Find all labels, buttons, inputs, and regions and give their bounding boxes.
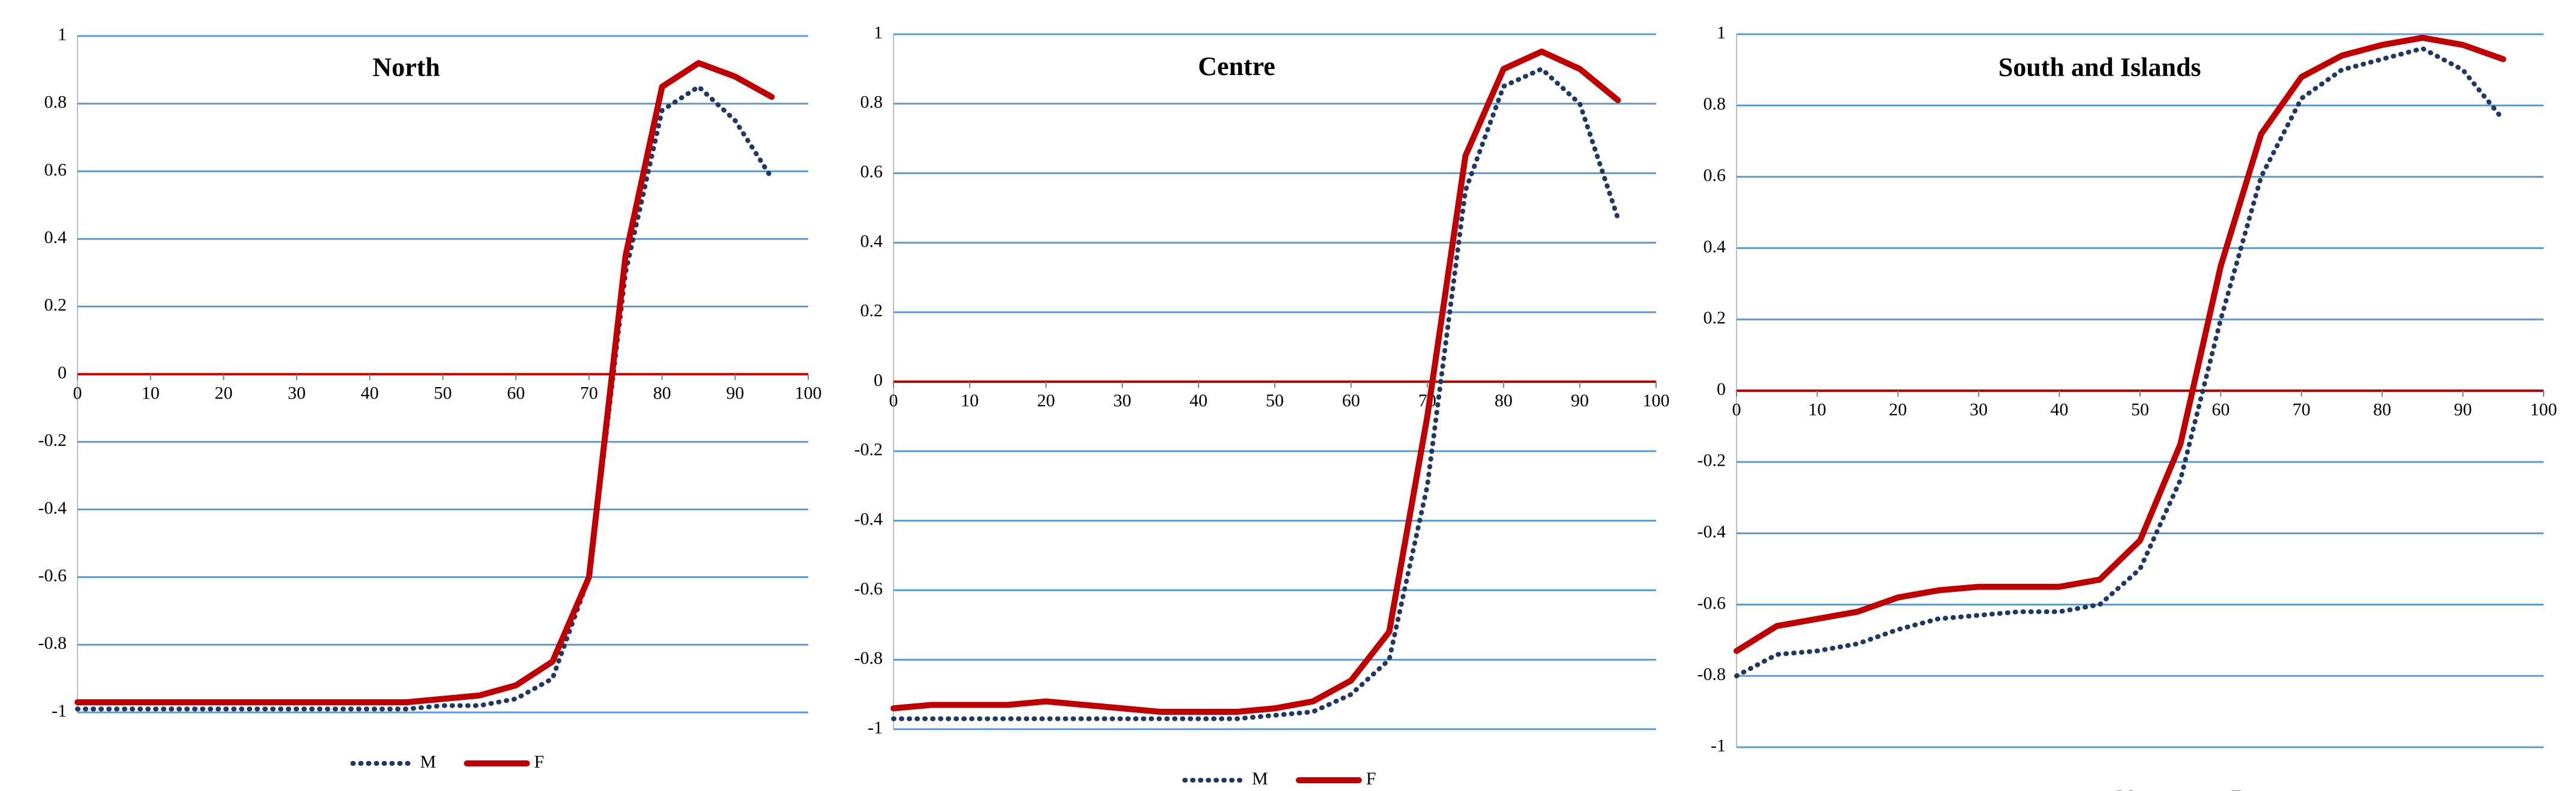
- y-tick-label: 1: [58, 25, 67, 44]
- legend-label: F: [1366, 769, 1376, 789]
- x-tick-label: 20: [1037, 391, 1055, 411]
- y-tick-label: 0.6: [44, 160, 67, 179]
- legend-label: M: [420, 752, 437, 772]
- y-tick-label: 0.4: [1704, 236, 1726, 256]
- y-tick-label: 1: [874, 23, 883, 43]
- y-tick-label: -1: [1711, 736, 1726, 756]
- chart-title: North: [372, 52, 440, 82]
- x-tick-label: 80: [653, 383, 671, 403]
- line-chart: -1-0.8-0.6-0.4-0.200.20.40.60.810 10 20 30 4…: [38, 25, 822, 772]
- y-tick-label: 0.4: [860, 231, 883, 251]
- y-tick-label: -0.4: [38, 498, 67, 518]
- x-tick-label: 40: [1190, 391, 1208, 411]
- x-tick-label: 0: [73, 383, 82, 403]
- y-tick-label: 0.4: [44, 227, 67, 247]
- y-tick-label: -1: [52, 701, 67, 721]
- legend-label: M: [1252, 769, 1268, 789]
- x-tick-label: 90: [726, 383, 744, 403]
- series-line: [75, 84, 775, 712]
- y-tick-label: 0: [874, 370, 883, 390]
- x-tick-label: 80: [1495, 391, 1513, 411]
- x-tick-label: 10: [961, 391, 979, 411]
- y-tick-label: 0.6: [860, 161, 883, 181]
- y-tick-label: 0.2: [1704, 308, 1726, 328]
- y-tick-label: -0.6: [1698, 593, 1726, 613]
- y-tick-label: -0.8: [854, 648, 883, 668]
- x-tick-label: 20: [1889, 400, 1907, 420]
- x-tick-label: 70: [2293, 400, 2311, 420]
- legend-label: F: [534, 752, 545, 772]
- x-tick-label: 90: [1571, 391, 1589, 411]
- x-tick-label: 20: [214, 383, 232, 403]
- x-tick-label: 50: [1266, 391, 1284, 411]
- y-tick-label: -0.6: [38, 565, 67, 585]
- x-tick-label: 30: [1113, 391, 1131, 411]
- y-tick-label: -1: [868, 718, 883, 738]
- y-tick-label: -0.6: [854, 579, 883, 598]
- y-tick-label: -0.2: [38, 430, 67, 450]
- y-tick-label: -0.4: [854, 509, 883, 529]
- y-tick-label: -0.2: [1698, 451, 1726, 471]
- x-tick-label: 80: [2373, 400, 2391, 420]
- y-tick-label: -0.8: [1698, 664, 1726, 684]
- x-tick-label: 90: [2454, 400, 2472, 420]
- x-tick-label: 0: [1732, 400, 1741, 420]
- y-tick-label: -0.4: [1698, 522, 1726, 541]
- y-tick-label: 0.8: [860, 92, 883, 112]
- x-tick-label: 40: [2051, 400, 2069, 420]
- series-line: [890, 48, 1621, 715]
- series-line: [1734, 34, 2506, 654]
- y-tick-label: 0.2: [44, 295, 67, 315]
- x-tick-label: 50: [2131, 400, 2149, 420]
- line-chart: -1-0.8-0.6-0.4-0.200.20.40.60.810 10 20 30 4…: [1698, 23, 2557, 791]
- x-tick-label: 30: [1970, 400, 1988, 420]
- y-tick-label: 0: [58, 362, 67, 382]
- x-tick-label: 40: [361, 383, 379, 403]
- chart-title: Centre: [1198, 52, 1275, 81]
- x-tick-label: 100: [2530, 400, 2557, 420]
- chart-title: South and Islands: [1998, 52, 2201, 82]
- x-tick-label: 60: [1342, 391, 1360, 411]
- y-tick-label: 0: [1717, 379, 1726, 399]
- y-tick-label: 1: [1717, 23, 1726, 43]
- x-tick-label: 60: [507, 383, 525, 403]
- x-tick-label: 100: [795, 383, 822, 403]
- legend-label: M: [2117, 787, 2133, 791]
- x-tick-label: 70: [580, 383, 598, 403]
- series-line: [1734, 46, 2506, 679]
- x-tick-label: 0: [889, 391, 898, 411]
- legend-label: F: [2231, 787, 2242, 791]
- x-tick-label: 100: [1643, 391, 1670, 411]
- y-tick-label: -0.2: [854, 440, 883, 460]
- line-chart: -1-0.8-0.6-0.4-0.200.20.40.60.810 10 20 30 4…: [854, 23, 1670, 789]
- x-tick-label: 60: [2212, 400, 2230, 420]
- x-tick-label: 10: [142, 383, 160, 403]
- x-tick-label: 30: [288, 383, 306, 403]
- y-tick-label: 0.8: [44, 92, 67, 112]
- series-line: [74, 60, 775, 706]
- y-tick-label: 0.6: [1704, 165, 1726, 185]
- x-tick-label: 10: [1808, 400, 1826, 420]
- y-tick-label: 0.8: [1704, 94, 1726, 114]
- y-tick-label: -0.8: [38, 633, 67, 653]
- x-tick-label: 50: [434, 383, 452, 403]
- y-tick-label: 0.2: [860, 301, 883, 320]
